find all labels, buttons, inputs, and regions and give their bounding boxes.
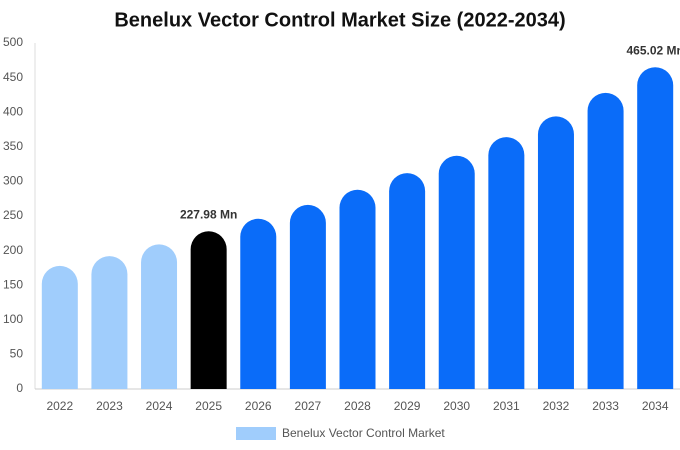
x-tick-label: 2032: [543, 399, 570, 413]
y-tick-label: 150: [3, 277, 23, 291]
bar: [637, 67, 674, 389]
bar: [41, 265, 78, 389]
legend-label: Benelux Vector Control Market: [282, 426, 445, 440]
y-tick-label: 100: [3, 312, 23, 326]
chart-title: Benelux Vector Control Market Size (2022…: [114, 9, 565, 31]
legend-swatch: [236, 427, 276, 440]
x-tick-label: 2028: [344, 399, 371, 413]
x-tick-label: 2024: [146, 399, 173, 413]
bar: [339, 189, 376, 389]
x-tick-label: 2034: [642, 399, 669, 413]
x-tick-label: 2029: [394, 399, 421, 413]
value-label: 465.02 Mn: [627, 43, 680, 57]
y-tick-label: 200: [3, 243, 23, 257]
x-tick-label: 2027: [295, 399, 322, 413]
y-tick-label: 350: [3, 139, 23, 153]
x-tick-label: 2031: [493, 399, 520, 413]
bar: [91, 256, 128, 389]
y-tick-label: 400: [3, 104, 23, 118]
y-tick-label: 450: [3, 70, 23, 84]
bar: [438, 155, 475, 389]
bar: [537, 116, 574, 390]
bar: [190, 231, 227, 389]
bar: [141, 244, 178, 389]
y-tick-label: 0: [16, 381, 23, 395]
x-tick-label: 2023: [96, 399, 123, 413]
bar: [240, 218, 277, 389]
y-tick-label: 500: [3, 35, 23, 49]
x-tick-label: 2026: [245, 399, 272, 413]
bar: [289, 204, 326, 389]
bar: [389, 173, 426, 389]
y-tick-label: 250: [3, 208, 23, 222]
x-tick-label: 2022: [46, 399, 73, 413]
x-tick-label: 2030: [443, 399, 470, 413]
x-tick-label: 2025: [195, 399, 222, 413]
bar: [488, 137, 525, 389]
x-tick-label: 2033: [592, 399, 619, 413]
y-tick-label: 300: [3, 174, 23, 188]
value-label: 227.98 Mn: [180, 207, 237, 221]
y-tick-label: 50: [10, 347, 24, 361]
bar: [587, 92, 624, 389]
